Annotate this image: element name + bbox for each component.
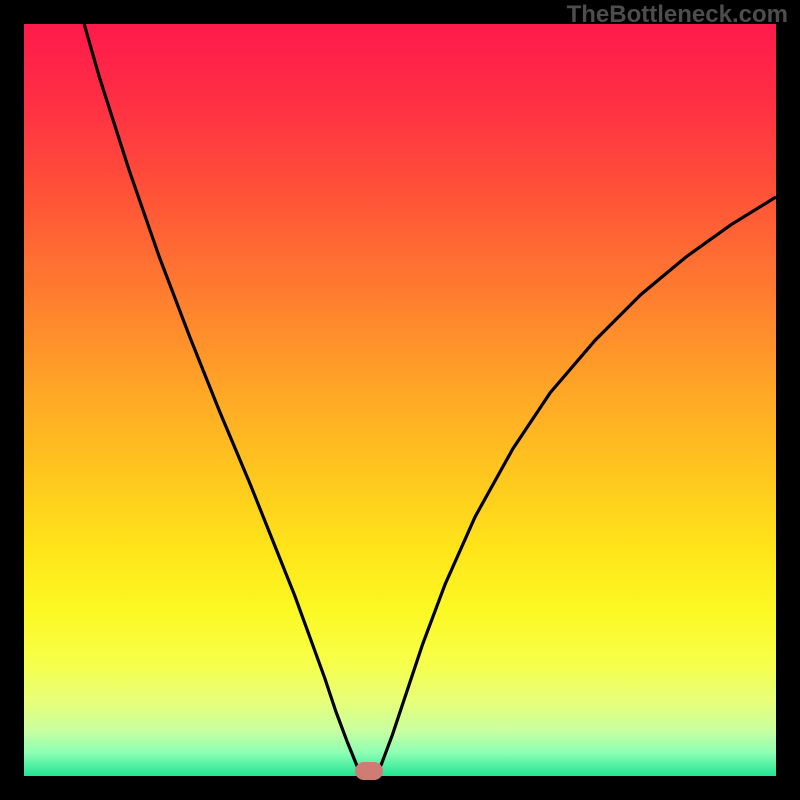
plot-area <box>24 24 776 776</box>
watermark-text: TheBottleneck.com <box>567 1 788 29</box>
optimal-point-marker <box>355 762 383 780</box>
bottleneck-curve <box>24 24 776 776</box>
